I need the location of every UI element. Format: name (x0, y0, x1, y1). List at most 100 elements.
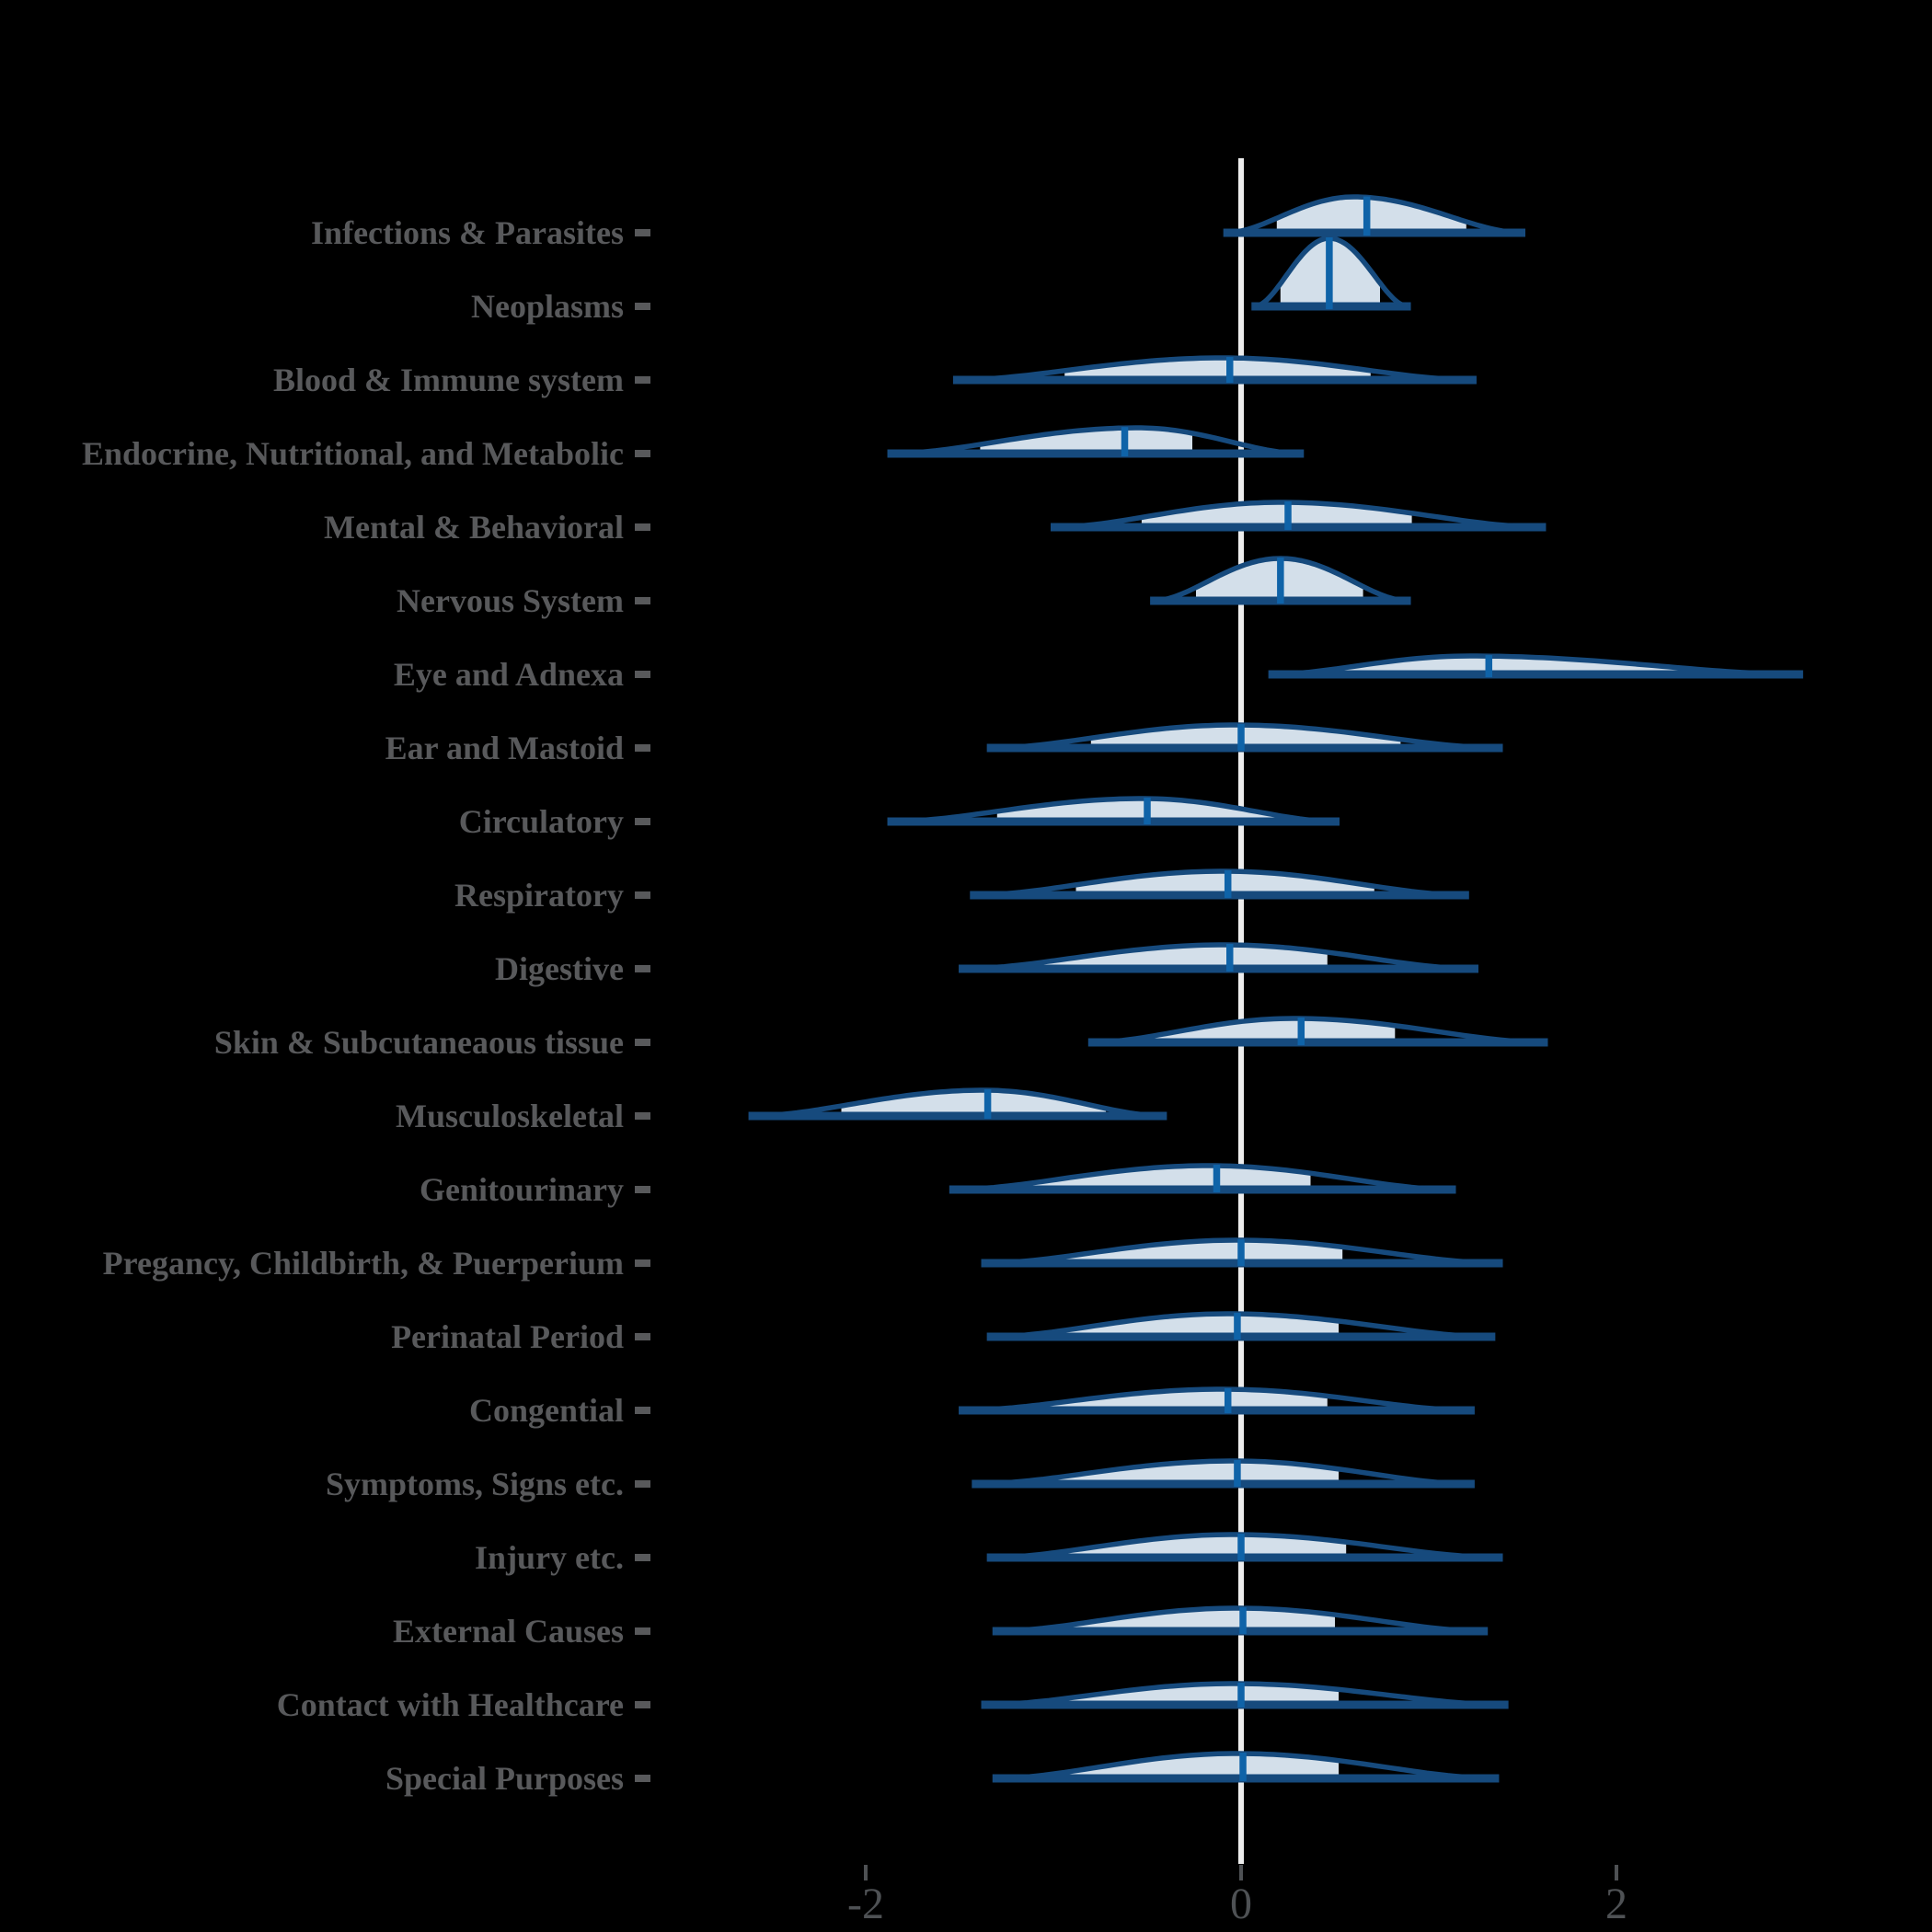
y-tick-dash (635, 1627, 650, 1635)
violin-iqr-fill (1041, 945, 1328, 969)
x-axis-tick-label: 2 (1605, 1880, 1627, 1928)
category-label: Special Purposes (385, 1760, 624, 1797)
category-label: Neoplasms (471, 288, 624, 325)
violin-density-outline (986, 1532, 1503, 1560)
violin-density-outline (949, 1163, 1456, 1192)
y-tick-dash (635, 965, 650, 972)
violin-row: Circulatory (459, 796, 1340, 840)
violin-density-outline (972, 1458, 1475, 1487)
violin-row: External Causes (393, 1605, 1489, 1650)
y-tick-dash (635, 744, 650, 752)
violin-density-outline (981, 1681, 1509, 1708)
violin-density-outline (887, 796, 1340, 824)
category-label: Infections & Parasites (311, 214, 624, 251)
category-label: Respiratory (454, 877, 624, 914)
category-label: Congential (469, 1392, 624, 1429)
violin-iqr-fill (1053, 1535, 1347, 1558)
violin-density-outline (1051, 500, 1547, 530)
violin-row: Respiratory (454, 868, 1469, 914)
violin-row: Skin & Subcutaneaous tissue (214, 1016, 1548, 1061)
violin-iqr-fill (1061, 1314, 1340, 1337)
violin-row: Neoplasms (471, 236, 1411, 325)
violin-density-outline (986, 722, 1503, 751)
violin-row: Digestive (495, 942, 1478, 987)
category-label: Perinatal Period (391, 1318, 624, 1355)
y-tick-dash (635, 523, 650, 531)
violin-row: Infections & Parasites (311, 194, 1525, 251)
y-tick-dash (635, 1480, 650, 1488)
violin-density-outline (959, 1386, 1475, 1413)
category-label: Blood & Immune system (273, 362, 624, 398)
x-axis-tick-label: 0 (1230, 1880, 1252, 1928)
violin-density-outline (953, 355, 1477, 383)
category-label: Circulatory (459, 803, 624, 840)
category-label: Mental & Behavioral (324, 509, 624, 546)
violin-density-outline (1268, 653, 1803, 677)
y-tick-dash (635, 450, 650, 457)
violin-iqr-fill (980, 428, 1192, 454)
violin-row: Perinatal Period (391, 1311, 1496, 1355)
violin-density-outline (1088, 1016, 1548, 1045)
violin-iqr-fill (1055, 1754, 1340, 1778)
violin-row: Ear and Mastoid (385, 722, 1503, 766)
category-label: Eye and Adnexa (394, 656, 624, 693)
violin-row: Symptoms, Signs etc. (326, 1458, 1475, 1502)
violin-row: Injury etc. (475, 1532, 1503, 1576)
violin-row: Special Purposes (385, 1751, 1500, 1797)
category-label: Pregancy, Childbirth, & Puerperium (103, 1245, 624, 1282)
y-tick-dash (635, 1701, 650, 1708)
violin-iqr-fill (1030, 1166, 1311, 1190)
category-label: Ear and Mastoid (385, 730, 624, 766)
violin-density-outline (887, 425, 1305, 456)
category-label: Injury etc. (475, 1539, 624, 1576)
violin-row: Mental & Behavioral (324, 500, 1547, 546)
category-label: Musculoskeletal (396, 1098, 624, 1134)
y-tick-dash (635, 303, 650, 310)
category-label: External Causes (393, 1613, 624, 1650)
category-label: Digestive (495, 950, 624, 987)
violin-row: Genitourinary (420, 1163, 1456, 1208)
x-axis-tick-label: -2 (847, 1880, 884, 1928)
y-tick-dash (635, 1039, 650, 1046)
violin-iqr-fill (1053, 1240, 1343, 1263)
category-label: Genitourinary (420, 1171, 624, 1208)
violin-iqr-fill (1276, 197, 1466, 233)
violin-iqr-fill (1053, 1461, 1340, 1484)
violin-iqr-fill (1053, 1684, 1340, 1705)
y-tick-dash (635, 376, 650, 384)
violin-row: Congential (469, 1386, 1475, 1429)
category-label: Symptoms, Signs etc. (326, 1466, 624, 1502)
category-label: Contact with Healthcare (277, 1686, 624, 1723)
y-tick-dash (635, 1259, 650, 1267)
y-tick-dash (635, 818, 650, 825)
y-tick-dash (635, 229, 650, 236)
violin-row: Contact with Healthcare (277, 1681, 1509, 1723)
violin-row: Musculoskeletal (396, 1087, 1167, 1134)
category-label: Nervous System (397, 582, 624, 619)
violin-density-outline (1223, 194, 1525, 236)
violin-iqr-fill (1034, 1389, 1328, 1410)
violin-iqr-fill (1061, 1608, 1335, 1631)
category-label: Skin & Subcutaneaous tissue (214, 1024, 624, 1061)
violin-row: Nervous System (397, 556, 1411, 619)
violin-density-outline (748, 1087, 1167, 1119)
y-tick-dash (635, 671, 650, 678)
y-tick-dash (635, 1112, 650, 1120)
y-tick-dash (635, 1407, 650, 1414)
y-tick-dash (635, 1554, 650, 1561)
violin-row: Eye and Adnexa (394, 653, 1803, 693)
category-label: Endocrine, Nutritional, and Metabolic (82, 435, 624, 472)
violin-density-outline (959, 942, 1478, 972)
y-tick-dash (635, 1333, 650, 1340)
violin-density-outline (986, 1311, 1496, 1340)
violin-iqr-fill (1133, 1018, 1396, 1042)
violin-row: Pregancy, Childbirth, & Puerperium (103, 1237, 1503, 1282)
y-tick-dash (635, 597, 650, 604)
violin-density-outline (970, 868, 1469, 898)
y-tick-dash (635, 1186, 650, 1193)
y-tick-dash (635, 891, 650, 899)
violin-row: Endocrine, Nutritional, and Metabolic (82, 425, 1305, 472)
violin-row: Blood & Immune system (273, 355, 1477, 398)
